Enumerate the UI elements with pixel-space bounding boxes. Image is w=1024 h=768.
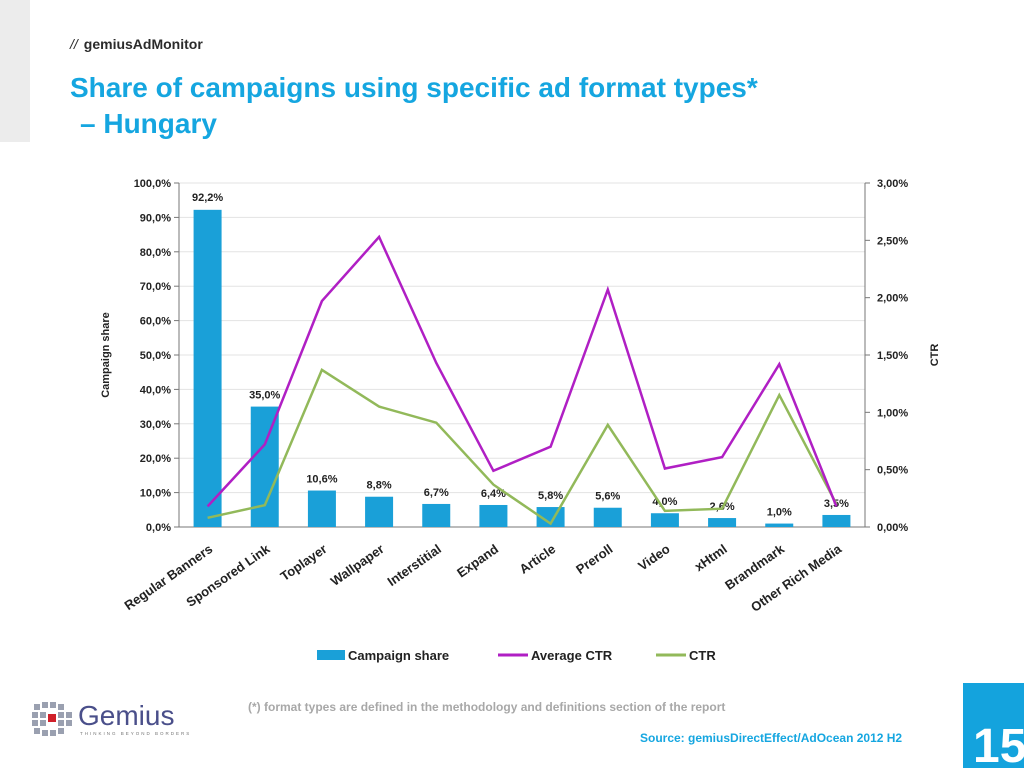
ctr-line xyxy=(207,368,838,526)
bar xyxy=(593,507,622,527)
combo-chart: 0,0% 10,0% 20,0% 30,0% 40,0% 50,0% 60,0% 70,0% 8… xyxy=(100,178,941,663)
legend-label-average-ctr: Average CTR xyxy=(531,648,613,663)
left-tick-label: 100,0% xyxy=(134,178,172,190)
bar xyxy=(193,209,222,527)
bar xyxy=(650,513,679,527)
right-tick-label: 2,00% xyxy=(877,293,908,305)
right-tick-label: 3,00% xyxy=(877,178,908,190)
bar xyxy=(365,496,394,527)
legend-label-campaign-share: Campaign share xyxy=(348,648,449,663)
bar-data-label: 6,4% xyxy=(481,488,506,500)
legend-label-ctr: CTR xyxy=(689,648,716,663)
left-tick-label: 70,0% xyxy=(140,281,171,293)
page-number: 15 xyxy=(973,720,1024,768)
y-axis-label: Campaign share xyxy=(100,312,112,398)
left-tick-label: 50,0% xyxy=(140,350,171,362)
legend-bar-swatch xyxy=(317,650,345,660)
title-line-1: Share of campaigns using specific ad for… xyxy=(70,72,758,103)
bar xyxy=(708,518,737,527)
category-tick-label: Toplayer xyxy=(277,541,329,584)
category-tick-label: Interstitial xyxy=(384,541,443,589)
brand-name: gemiusAdMonitor xyxy=(83,36,203,52)
bar-data-label: 92,2% xyxy=(192,192,223,204)
left-tick-label: 90,0% xyxy=(140,212,171,224)
left-tick-label: 20,0% xyxy=(140,453,171,465)
brand-header: // gemiusAdMonitor xyxy=(70,36,203,52)
gemius-logo: Gemius THINKING BEYOND BORDERS xyxy=(30,700,200,742)
right-tick-label: 1,50% xyxy=(877,350,908,362)
category-tick-label: Video xyxy=(635,541,672,573)
bar-data-label: 5,6% xyxy=(595,491,620,503)
bar xyxy=(250,406,279,527)
left-tick-label: 40,0% xyxy=(140,384,171,396)
left-tick-label: 10,0% xyxy=(140,488,171,500)
footnote: (*) format types are defined in the meth… xyxy=(248,700,726,714)
bar xyxy=(822,514,851,527)
left-tick-label: 80,0% xyxy=(140,247,171,259)
page-title: Share of campaigns using specific ad for… xyxy=(70,70,758,142)
right-tick-label: 0,00% xyxy=(877,522,908,534)
left-accent-strip xyxy=(0,0,30,142)
left-tick-label: 60,0% xyxy=(140,316,171,328)
bar-data-label: 35,0% xyxy=(249,390,280,402)
title-line-2: – Hungary xyxy=(80,108,217,139)
bar-data-label: 10,6% xyxy=(306,474,337,486)
right-tick-label: 0,50% xyxy=(877,465,908,477)
bar xyxy=(422,503,451,527)
bar xyxy=(765,523,794,527)
category-tick-label: xHtml xyxy=(692,541,730,574)
source-note: Source: gemiusDirectEffect/AdOcean 2012 … xyxy=(640,731,903,745)
category-tick-label: Article xyxy=(517,541,559,576)
bar-data-label: 6,7% xyxy=(424,487,449,499)
category-tick-label: Wallpaper xyxy=(328,541,387,589)
y2-axis-label: CTR xyxy=(929,344,941,367)
left-tick-label: 30,0% xyxy=(140,419,171,431)
right-tick-label: 2,50% xyxy=(877,235,908,247)
bar-data-label: 8,8% xyxy=(367,480,392,492)
brand-slashes: // xyxy=(70,36,78,52)
bar-data-label: 5,8% xyxy=(538,490,563,502)
category-tick-label: Expand xyxy=(454,541,501,580)
gemius-logo-icon xyxy=(32,702,72,736)
bar-data-label: 4,0% xyxy=(652,496,677,508)
bar xyxy=(479,504,508,527)
bar xyxy=(307,490,336,527)
logo-wordmark: Gemius xyxy=(78,700,175,731)
bar-data-label: 1,0% xyxy=(767,507,792,519)
left-tick-label: 0,0% xyxy=(146,522,171,534)
right-tick-label: 1,00% xyxy=(877,407,908,419)
average-ctr-line xyxy=(206,234,838,508)
category-tick-label: Preroll xyxy=(573,541,615,577)
logo-tagline: THINKING BEYOND BORDERS xyxy=(80,731,192,736)
page-number-box: 15 xyxy=(963,683,1024,768)
